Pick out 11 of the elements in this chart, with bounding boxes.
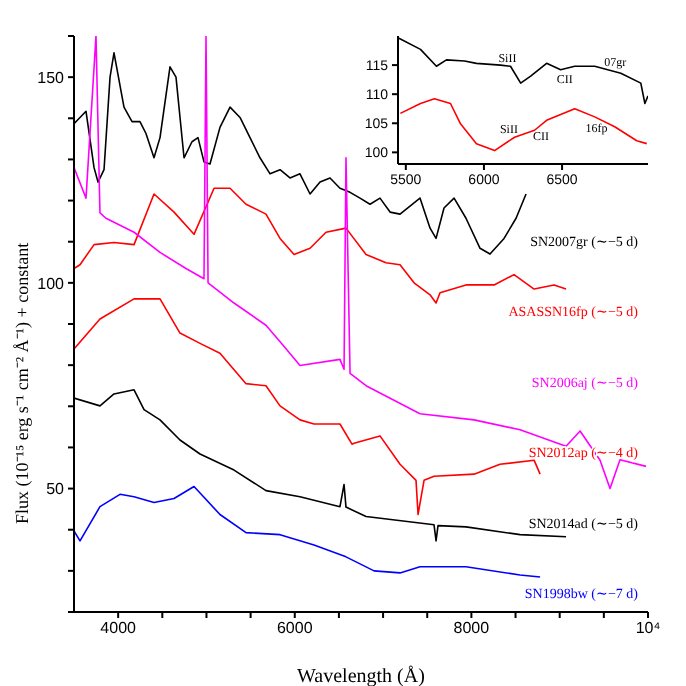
x-tick-label: 8000 bbox=[453, 619, 491, 638]
x-tick-label: 6000 bbox=[276, 619, 314, 638]
line-series bbox=[399, 98, 648, 152]
y-tick-label: 50 bbox=[46, 480, 66, 499]
x-axis-title: Wavelength (Å) bbox=[297, 664, 425, 686]
y-tick-label: 100 bbox=[37, 274, 66, 293]
line-series bbox=[74, 36, 647, 490]
x-tick-label: 4000 bbox=[100, 619, 138, 638]
x-tick-label: 10⁴ bbox=[635, 619, 662, 638]
y-axis-title: Flux (10⁻¹⁵ erg s⁻¹ cm⁻² Å⁻¹) + constant bbox=[12, 241, 33, 524]
y-tick-label: 150 bbox=[37, 68, 66, 87]
